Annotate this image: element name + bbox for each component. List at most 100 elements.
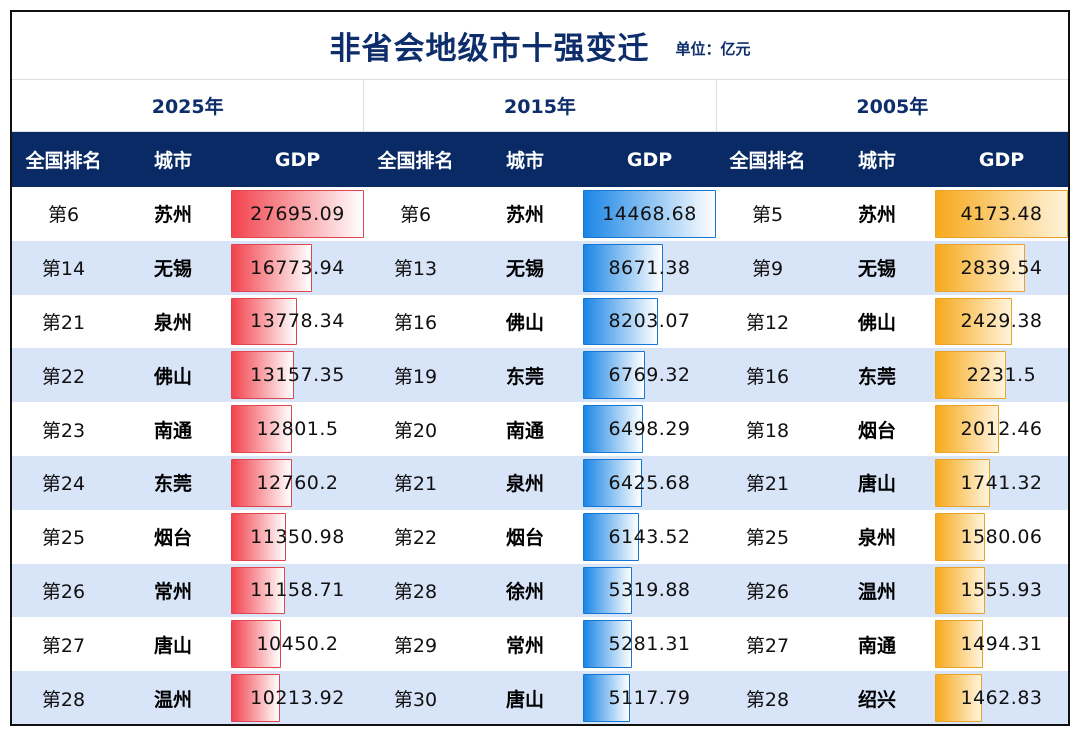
city-cell: 泉州 xyxy=(153,311,192,334)
rank-cell: 第13 xyxy=(393,258,438,281)
gdp-value: 6143.52 xyxy=(608,525,691,548)
title-bar: 非省会地级市十强变迁 单位：亿元 xyxy=(12,12,1068,80)
gdp-cell: 4173.48 xyxy=(935,187,1068,241)
rank-cell: 第12 xyxy=(745,311,790,334)
city-cell: 泉州 xyxy=(505,473,544,496)
gdp-cell: 6498.29 xyxy=(583,402,716,456)
rank-cell: 第28 xyxy=(745,688,790,711)
gdp-value: 14468.68 xyxy=(602,202,697,225)
gdp-value: 16773.94 xyxy=(250,256,345,279)
header-gdp: GDP xyxy=(978,148,1025,171)
gdp-cell: 6769.32 xyxy=(583,348,716,402)
rank-cell: 第5 xyxy=(751,204,784,227)
gdp-cell: 14468.68 xyxy=(583,187,716,241)
gdp-bar xyxy=(231,512,286,561)
gdp-bar xyxy=(231,297,298,346)
gdp-value: 4173.48 xyxy=(960,202,1043,225)
gdp-bar xyxy=(231,190,364,238)
city-cell: 佛山 xyxy=(153,365,192,388)
header-rank: 全国排名 xyxy=(25,150,102,172)
table-row: 第22 佛山 13157.35 第19 东莞 6769.32 第16 东莞 2231.5 xyxy=(12,348,1068,403)
city-cell: 烟台 xyxy=(857,419,896,442)
gdp-cell: 11350.98 xyxy=(231,510,364,564)
city-cell: 无锡 xyxy=(505,258,544,281)
gdp-value: 6498.29 xyxy=(608,418,691,441)
header-gdp: GDP xyxy=(626,148,673,171)
rank-cell: 第6 xyxy=(399,204,432,227)
gdp-cell: 5117.79 xyxy=(583,671,716,724)
gdp-value: 2839.54 xyxy=(960,256,1043,279)
city-cell: 无锡 xyxy=(857,258,896,281)
header-rank: 全国排名 xyxy=(729,150,806,172)
rank-cell: 第14 xyxy=(41,258,86,281)
gdp-value: 1462.83 xyxy=(960,687,1043,710)
gdp-value: 5319.88 xyxy=(608,579,691,602)
gdp-value: 8671.38 xyxy=(608,256,691,279)
city-cell: 烟台 xyxy=(505,527,544,550)
gdp-value: 2231.5 xyxy=(966,364,1037,387)
table-row: 第23 南通 12801.5 第20 南通 6498.29 第18 烟台 2012.46 xyxy=(12,402,1068,456)
city-cell: 徐州 xyxy=(505,580,544,603)
gdp-value: 5281.31 xyxy=(608,633,691,656)
gdp-bar xyxy=(583,674,631,722)
gdp-value: 13778.34 xyxy=(250,310,345,333)
header-city: 城市 xyxy=(153,150,192,172)
gdp-value: 12760.2 xyxy=(256,471,339,494)
table-frame: 非省会地级市十强变迁 单位：亿元 2025年 2015年 2005年 全国排名 … xyxy=(10,10,1070,726)
gdp-value: 6769.32 xyxy=(608,364,691,387)
city-cell: 唐山 xyxy=(505,688,544,711)
city-cell: 烟台 xyxy=(153,527,192,550)
gdp-bar xyxy=(583,297,659,346)
city-cell: 唐山 xyxy=(857,473,896,496)
gdp-cell: 1494.31 xyxy=(935,617,1068,671)
gdp-value: 10213.92 xyxy=(250,687,345,710)
rank-cell: 第30 xyxy=(393,688,438,711)
gdp-bar xyxy=(231,243,312,292)
gdp-value: 2012.46 xyxy=(960,418,1043,441)
city-cell: 苏州 xyxy=(153,204,192,227)
city-cell: 东莞 xyxy=(857,365,896,388)
rank-cell: 第28 xyxy=(41,688,86,711)
city-cell: 唐山 xyxy=(153,634,192,657)
table-row: 第24 东莞 12760.2 第21 泉州 6425.68 第21 唐山 1741.32 xyxy=(12,455,1068,510)
rank-cell: 第24 xyxy=(41,473,86,496)
city-cell: 南通 xyxy=(857,634,896,657)
gdp-cell: 1741.32 xyxy=(935,456,1068,510)
rank-cell: 第27 xyxy=(41,634,86,657)
city-cell: 常州 xyxy=(505,634,544,657)
gdp-value: 1555.93 xyxy=(960,579,1043,602)
year-header-2015: 2015年 xyxy=(363,80,715,131)
rank-cell: 第19 xyxy=(393,365,438,388)
table-row: 第6 苏州 27695.09 第6 苏州 14468.68 第5 苏州 4173.48 xyxy=(12,187,1068,241)
gdp-bar xyxy=(935,620,983,669)
gdp-value: 27695.09 xyxy=(250,202,345,225)
gdp-cell: 10450.2 xyxy=(231,617,364,671)
city-cell: 温州 xyxy=(153,688,192,711)
gdp-value: 5117.79 xyxy=(608,687,691,710)
rank-cell: 第21 xyxy=(745,473,790,496)
gdp-bar xyxy=(935,458,991,507)
city-cell: 南通 xyxy=(153,419,192,442)
gdp-bar xyxy=(583,243,663,292)
rank-cell: 第26 xyxy=(745,580,790,603)
gdp-bar xyxy=(231,566,285,615)
city-cell: 泉州 xyxy=(857,527,896,550)
gdp-bar xyxy=(583,566,632,615)
gdp-cell: 10213.92 xyxy=(231,671,364,724)
gdp-value: 11350.98 xyxy=(250,525,345,548)
table-row: 第25 烟台 11350.98 第22 烟台 6143.52 第25 泉州 1580.06 xyxy=(12,509,1068,564)
gdp-bar xyxy=(231,405,293,453)
gdp-cell: 13778.34 xyxy=(231,295,364,349)
gdp-bar xyxy=(231,351,295,400)
table-row: 第27 唐山 10450.2 第29 常州 5281.31 第27 南通 1494.31 xyxy=(12,617,1068,672)
gdp-cell: 2429.38 xyxy=(935,295,1068,349)
rank-cell: 第25 xyxy=(41,527,86,550)
rank-cell: 第6 xyxy=(47,204,80,227)
header-city: 城市 xyxy=(857,150,896,172)
column-header-row: 全国排名 城市 GDP 全国排名 城市 GDP 全国排名 城市 GDP xyxy=(12,132,1068,187)
rank-cell: 第21 xyxy=(393,473,438,496)
table-row: 第14 无锡 16773.94 第13 无锡 8671.38 第9 无锡 2839.54 xyxy=(12,240,1068,295)
year-header-2025: 2025年 xyxy=(151,96,224,118)
rank-cell: 第29 xyxy=(393,634,438,657)
city-cell: 温州 xyxy=(857,580,896,603)
